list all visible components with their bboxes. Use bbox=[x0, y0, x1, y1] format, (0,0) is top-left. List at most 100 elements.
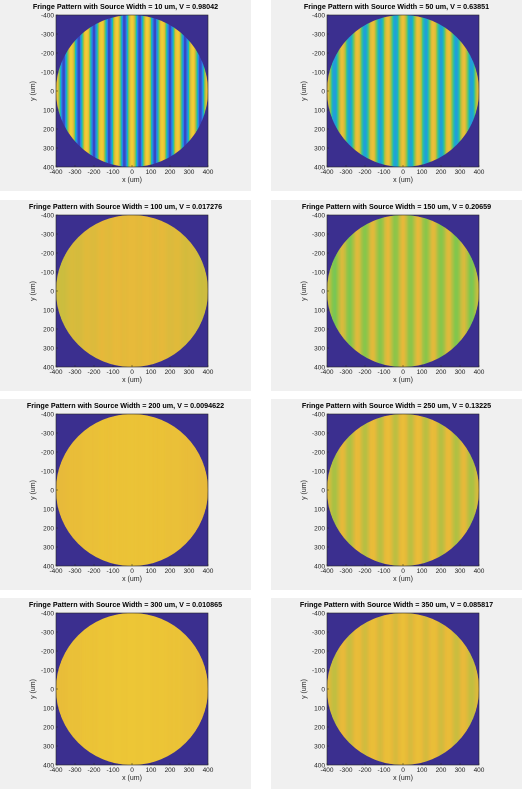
fringe-stripe bbox=[73, 15, 76, 167]
fringe-stripe bbox=[83, 15, 86, 167]
x-tick-label: -200 bbox=[358, 169, 371, 176]
y-tick-label: 0 bbox=[50, 88, 54, 95]
fringe-stripe bbox=[444, 414, 447, 566]
fringe-stripe bbox=[461, 215, 464, 367]
x-tick-label: -400 bbox=[49, 568, 62, 575]
fringe-stripe bbox=[192, 613, 195, 765]
fringe-stripe bbox=[177, 414, 180, 566]
y-tick-label: -200 bbox=[312, 250, 325, 257]
fringe-stripe bbox=[346, 215, 348, 367]
fringe-stripe bbox=[120, 414, 123, 566]
fringe-stripe bbox=[343, 613, 346, 765]
x-tick-label: 400 bbox=[474, 369, 485, 376]
fringe-stripe bbox=[392, 414, 395, 566]
fringe-stripe bbox=[154, 414, 157, 566]
fringe-stripe bbox=[123, 15, 125, 167]
fringe-stripe bbox=[128, 15, 131, 167]
fringe-stripe bbox=[447, 215, 450, 367]
fringe-stripe bbox=[168, 215, 171, 367]
fringe-stripe bbox=[100, 15, 103, 167]
chart-title: Fringe Pattern with Source Width = 150 u… bbox=[301, 202, 492, 211]
y-tick-label: 300 bbox=[43, 345, 54, 352]
fringe-stripe bbox=[446, 414, 448, 566]
fringe-stripe bbox=[427, 15, 429, 167]
fringe-stripe bbox=[349, 215, 352, 367]
fringe-stripe bbox=[454, 215, 457, 367]
fringe-stripe bbox=[413, 613, 415, 765]
x-tick-label: 100 bbox=[417, 169, 428, 176]
fringe-stripe bbox=[134, 15, 137, 167]
fringe-stripe bbox=[83, 613, 86, 765]
y-tick-label: 300 bbox=[314, 544, 325, 551]
fringe-stripe bbox=[134, 414, 137, 566]
y-tick-label: 400 bbox=[43, 364, 54, 371]
fringe-stripe bbox=[90, 15, 93, 167]
fringe-stripe bbox=[401, 215, 404, 367]
fringe-stripe bbox=[67, 215, 70, 367]
fringe-stripe bbox=[137, 215, 139, 367]
fringe-stripe bbox=[166, 15, 169, 167]
y-axis-label: y (um) bbox=[301, 81, 308, 101]
x-tick-label: -300 bbox=[339, 169, 352, 176]
fringe-stripe bbox=[99, 15, 101, 167]
fringe-stripe bbox=[386, 414, 389, 566]
fringe-stripe bbox=[101, 613, 104, 765]
fringe-stripe bbox=[343, 215, 346, 367]
fringe-stripe bbox=[477, 15, 479, 167]
fringe-stripe bbox=[151, 414, 153, 566]
fringe-stripe bbox=[399, 414, 402, 566]
fringe-stripe bbox=[104, 613, 106, 765]
fringe-stripe bbox=[422, 613, 424, 765]
y-tick-label: -100 bbox=[312, 667, 325, 674]
fringe-stripe bbox=[58, 613, 61, 765]
fringe-stripe bbox=[76, 414, 79, 566]
fringe-stripe bbox=[147, 215, 150, 367]
fringe-stripe bbox=[164, 15, 167, 167]
fringe-stripe bbox=[102, 613, 105, 765]
chart-panel-3: -400 -300 -200 -100 0 100 200 300 400 -400 -300 -20… bbox=[0, 200, 251, 391]
fringe-stripe bbox=[362, 414, 365, 566]
fringe-stripe bbox=[463, 15, 466, 167]
y-tick-label: 200 bbox=[43, 724, 54, 731]
fringe-stripe bbox=[368, 215, 371, 367]
fringe-stripe bbox=[138, 414, 141, 566]
fringe-stripe bbox=[66, 414, 68, 566]
fringe-stripe bbox=[424, 15, 427, 167]
fringe-stripe bbox=[368, 414, 371, 566]
fringe-stripe bbox=[419, 215, 422, 367]
fringe-stripe bbox=[106, 414, 109, 566]
fringe-stripe bbox=[405, 215, 408, 367]
fringe-stripe bbox=[361, 613, 364, 765]
fringe-stripe bbox=[148, 215, 151, 367]
fringe-stripe bbox=[87, 15, 90, 167]
fringe-stripe bbox=[392, 215, 395, 367]
fringe-stripe bbox=[186, 414, 189, 566]
fringe-stripe bbox=[334, 613, 337, 765]
y-tick-label: 400 bbox=[314, 563, 325, 570]
fringe-stripe bbox=[451, 15, 453, 167]
x-tick-label: -400 bbox=[49, 767, 62, 774]
fringe-stripe bbox=[449, 613, 452, 765]
fringe-stripe bbox=[61, 15, 63, 167]
fringe-stripe bbox=[158, 15, 161, 167]
fringe-stripe bbox=[439, 215, 442, 367]
fringe-stripe bbox=[351, 15, 353, 167]
fringe-stripe bbox=[86, 15, 89, 167]
x-tick-label: -200 bbox=[87, 169, 100, 176]
fringe-stripe bbox=[434, 613, 437, 765]
fringe-stripe bbox=[71, 15, 74, 167]
x-tick-label: 200 bbox=[165, 767, 176, 774]
fringe-stripe bbox=[387, 15, 390, 167]
fringe-stripe bbox=[110, 15, 113, 167]
fringe-stripe bbox=[204, 215, 207, 367]
fringe-stripe bbox=[458, 414, 461, 566]
fringe-stripe bbox=[81, 414, 84, 566]
fringe-stripe bbox=[78, 215, 81, 367]
fringe-stripe bbox=[359, 215, 362, 367]
fringe-stripe bbox=[63, 613, 66, 765]
fringe-stripe bbox=[352, 414, 355, 566]
fringe-stripe bbox=[443, 613, 446, 765]
fringe-stripe bbox=[121, 613, 124, 765]
fringe-stripe bbox=[126, 215, 129, 367]
fringe-stripe bbox=[163, 215, 166, 367]
